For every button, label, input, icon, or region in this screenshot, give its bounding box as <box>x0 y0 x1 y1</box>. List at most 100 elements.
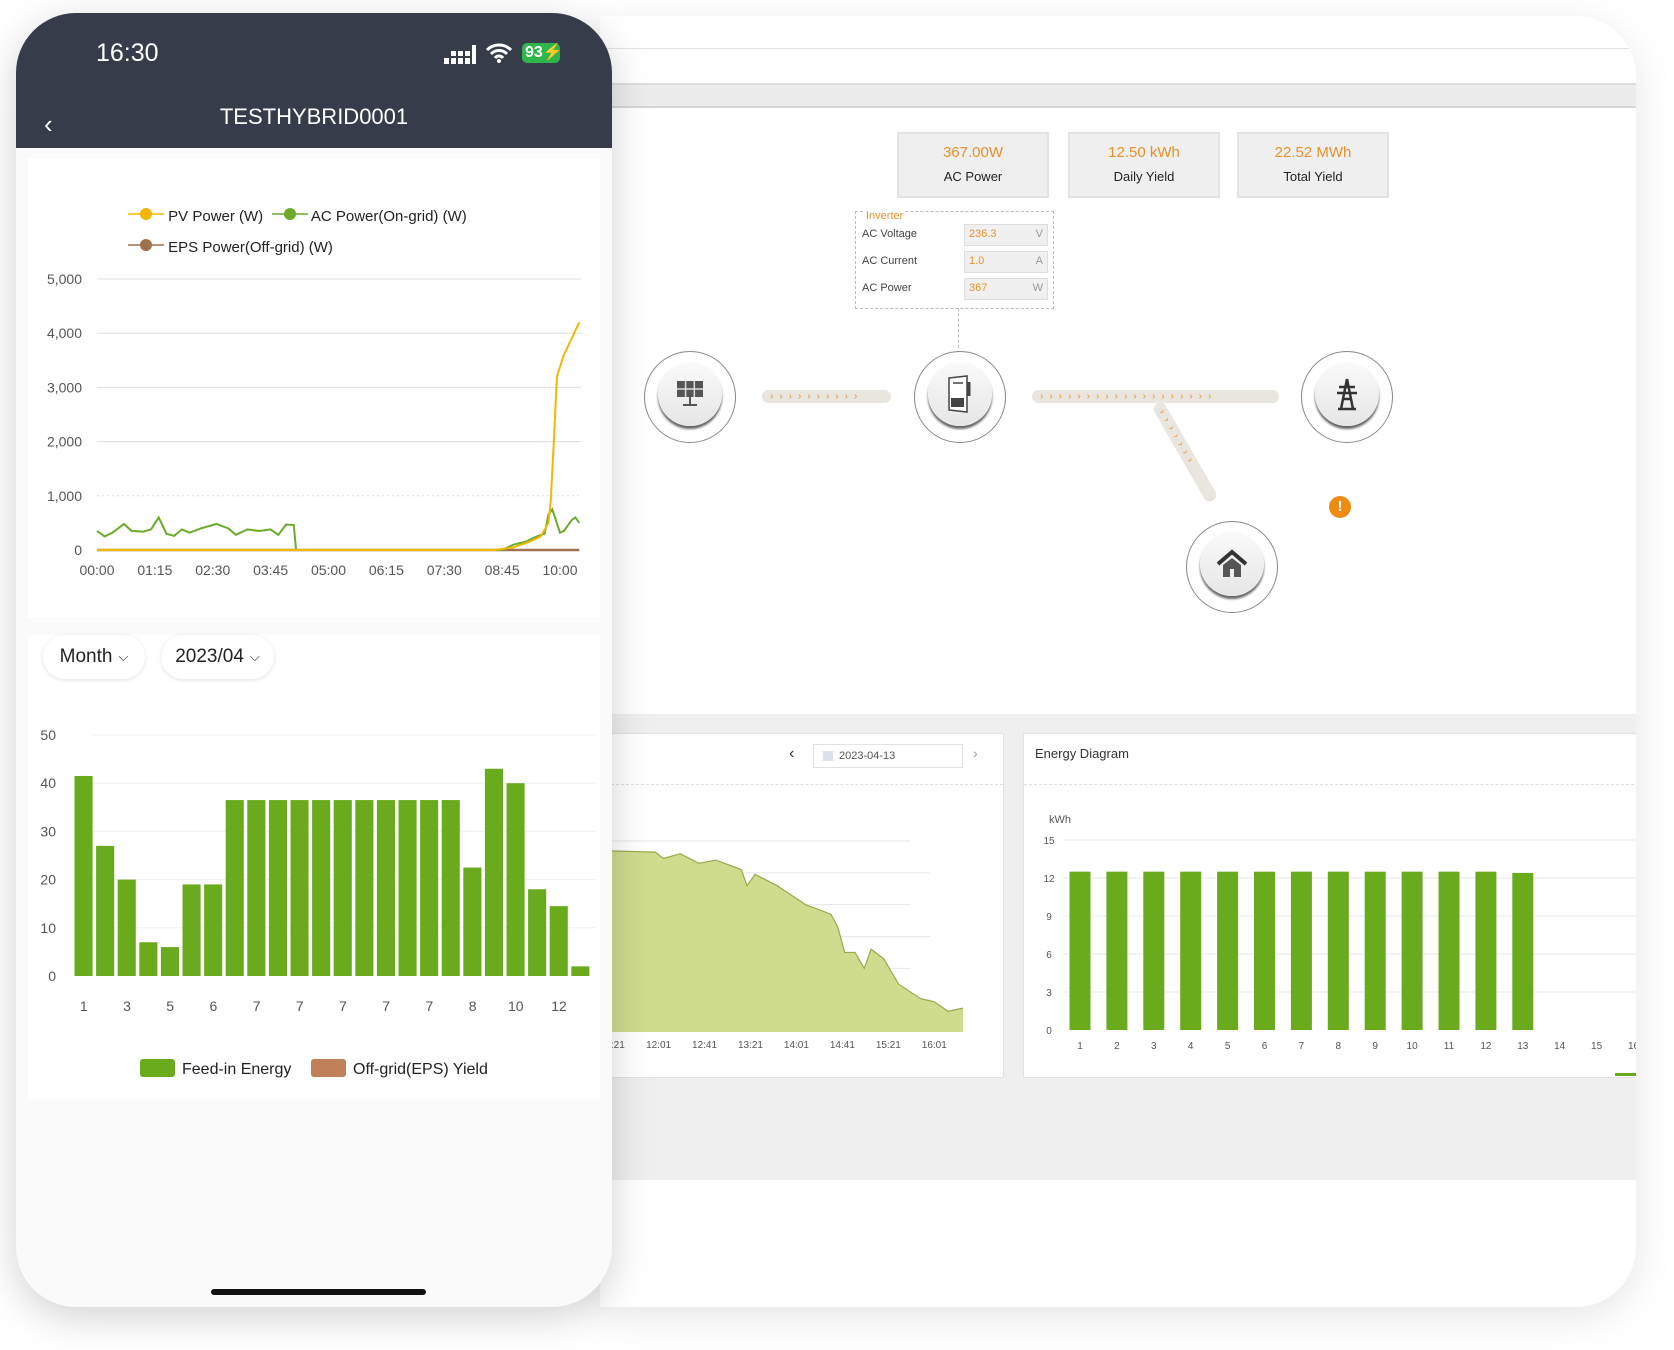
grid-tower-icon <box>1315 362 1379 426</box>
next-date-button[interactable]: › <box>973 745 978 761</box>
bar <box>1106 871 1128 1030</box>
y-tick-label: 9 <box>1046 912 1052 923</box>
bar <box>1512 872 1534 1030</box>
y-tick-label: 0 <box>1046 1026 1052 1037</box>
area-line <box>600 849 964 1012</box>
stat-total-yield: 22.52 MWh Total Yield <box>1237 132 1389 198</box>
date-value: 2023/04 <box>175 646 244 667</box>
bar <box>398 800 417 976</box>
area-fill <box>600 850 963 1032</box>
legend-label: Off-grid(EPS) Yield <box>353 1061 488 1078</box>
period-value: Month <box>59 646 113 667</box>
x-tick-label: 06:15 <box>369 562 404 578</box>
x-tick-label: 7 <box>1299 1041 1305 1052</box>
x-tick-label: 16 <box>1628 1041 1636 1052</box>
bar <box>1364 871 1386 1030</box>
device-title: TESTHYBRID0001 <box>219 104 409 129</box>
y-tick-label: 30 <box>40 823 56 839</box>
stat-label: AC Power <box>943 169 1003 184</box>
energy-bar-chart-mobile: 0 10 20 30 40 50 1 3 5 6 7 7 7 7 7 8 10 12 Feed-in Energy O… <box>40 727 596 1078</box>
divider <box>1024 784 1636 785</box>
wifi-icon <box>485 43 513 63</box>
date-select[interactable]: 2023/04 ⌵ <box>161 635 274 679</box>
inverter-node[interactable] <box>914 351 1006 443</box>
x-tick-label: 9 <box>1372 1041 1378 1052</box>
x-tick-label: 15:21 <box>876 1040 901 1051</box>
solar-node[interactable] <box>644 351 736 443</box>
flow-overview: 367.00W AC Power 12.50 kWh Daily Yield 2… <box>600 108 1636 714</box>
battery-charging-icon: 93⚡ <box>522 43 563 63</box>
x-tick-label: 00:00 <box>79 562 114 578</box>
bar <box>441 800 460 976</box>
x-tick-label: 7 <box>296 998 304 1014</box>
bar <box>1438 871 1460 1030</box>
row-value-box: 367 W <box>964 278 1048 300</box>
battery-level: 93 <box>525 44 543 61</box>
bar <box>506 783 525 976</box>
bar <box>268 800 287 976</box>
x-tick-label: 13 <box>1517 1041 1529 1052</box>
period-select[interactable]: Month ⌵ <box>43 635 145 679</box>
bar <box>160 947 179 976</box>
bar <box>247 800 266 976</box>
bar <box>225 800 244 976</box>
house-icon <box>1200 532 1264 596</box>
inverter-row-voltage: AC Voltage 236.3 V <box>862 224 1048 246</box>
x-tick-label: 10 <box>508 998 524 1014</box>
legend-swatch <box>311 1059 346 1077</box>
flow-solar-to-inverter: ›››››››››› <box>762 390 891 403</box>
bar <box>1327 871 1349 1030</box>
x-tick-label: 8 <box>469 998 477 1014</box>
legend-item-pv[interactable]: PV Power (W) AC Power(On-grid) (W) <box>128 201 467 232</box>
bar <box>74 775 93 976</box>
x-tick-label: 7 <box>339 998 347 1014</box>
legend-swatch <box>140 1059 175 1077</box>
x-tick-label: 07:30 <box>427 562 462 578</box>
stat-value: 12.50 kWh <box>1108 144 1180 161</box>
bar <box>355 800 374 976</box>
bar <box>96 845 115 976</box>
grid-node[interactable] <box>1301 351 1393 443</box>
stat-daily-yield: 12.50 kWh Daily Yield <box>1068 132 1220 198</box>
x-tick-label: 1 <box>1077 1041 1083 1052</box>
x-tick-label: 14:41 <box>830 1040 855 1051</box>
stat-label: Daily Yield <box>1113 169 1175 184</box>
y-tick-label: 50 <box>40 727 56 743</box>
x-tick-label: 14 <box>1554 1041 1566 1052</box>
x-tick-label: 7 <box>426 998 434 1014</box>
back-chevron-icon[interactable]: ‹ <box>44 109 53 139</box>
row-value: 1.0 <box>969 255 985 267</box>
x-tick-label: 10:00 <box>542 562 577 578</box>
x-tick-label: 12 <box>551 998 567 1014</box>
x-tick-label: 16:01 <box>922 1040 947 1051</box>
legend-item-eps[interactable]: EPS Power(Off-grid) (W) <box>128 232 467 263</box>
prev-date-button[interactable]: ‹ <box>789 745 795 762</box>
bar <box>376 800 395 976</box>
power-line-chart: 0 1,000 2,000 3,000 4,000 5,000 00:00 01:15 02:3… <box>47 271 581 578</box>
y-tick-label: 6 <box>1046 950 1052 961</box>
stat-label: Total Yield <box>1283 169 1343 184</box>
row-value-box: 236.3 V <box>964 224 1048 246</box>
legend-swatch <box>1615 1073 1636 1076</box>
bar <box>571 966 590 976</box>
y-axis-label: kWh <box>1049 814 1071 826</box>
series-line-0 <box>97 321 581 551</box>
warning-icon[interactable]: ! <box>1329 496 1351 518</box>
x-tick-label: 3 <box>123 998 131 1014</box>
row-unit: W <box>1032 282 1043 294</box>
date-picker[interactable]: 2023-04-13 <box>813 744 963 768</box>
bar <box>1143 871 1165 1030</box>
y-tick-label: 15 <box>1043 836 1055 847</box>
home-indicator[interactable] <box>211 1289 426 1295</box>
flow-inverter-to-grid: ››››››››››››››››››› <box>1032 390 1279 403</box>
x-tick-label: 01:15 <box>137 562 172 578</box>
y-tick-label: 1,000 <box>47 488 82 504</box>
house-node[interactable] <box>1186 521 1278 613</box>
stat-value: 22.52 MWh <box>1274 144 1352 161</box>
legend-label: EPS Power(Off-grid) (W) <box>168 239 333 256</box>
x-tick-label: 1 <box>80 998 88 1014</box>
phone-app: 16:30 93⚡ ‹ TESTHYBRID0001 PV Power (W) … <box>16 13 612 1307</box>
legend-label: AC Power(On-grid) (W) <box>310 208 467 225</box>
power-chart-card: PV Power (W) AC Power(On-grid) (W) EPS P… <box>28 158 600 618</box>
bar <box>139 942 158 976</box>
